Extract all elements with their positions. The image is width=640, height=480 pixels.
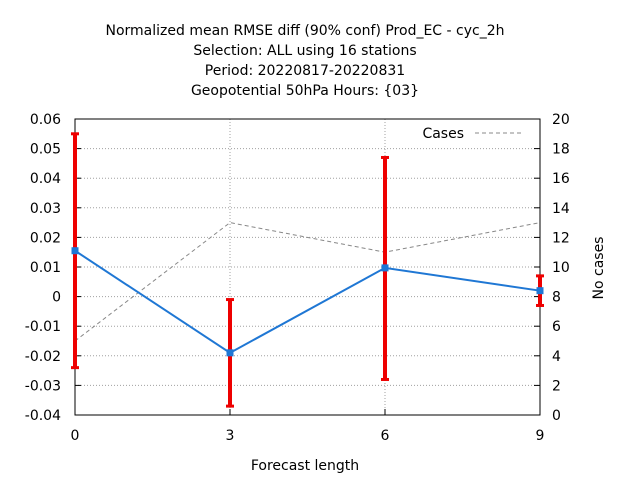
cases-line — [74, 222, 541, 342]
data-point — [381, 264, 389, 272]
y-tick-label: -0.02 — [25, 349, 61, 365]
y2-tick-label: 6 — [552, 319, 561, 335]
y-axis-ticks: 0.06 0.05 0.04 0.03 0.02 0.01 0 -0.01 -0.02 -0.03… — [25, 112, 81, 424]
legend: Cases — [422, 126, 523, 142]
y2-tick-label: 8 — [552, 290, 561, 306]
y-tick-label: 0.02 — [30, 230, 61, 246]
y2-tick-label: 12 — [552, 230, 570, 246]
x-tick-label: 9 — [536, 428, 545, 444]
data-point — [226, 349, 234, 357]
x-axis-ticks: 0 3 6 9 — [71, 409, 545, 444]
y-tick-label: 0.01 — [30, 260, 61, 276]
y-tick-label: 0.03 — [30, 201, 61, 217]
y-tick-label: 0 — [52, 290, 61, 306]
y-tick-label: -0.03 — [25, 378, 61, 394]
y-tick-label: 0.04 — [30, 171, 61, 187]
y-tick-label: -0.04 — [25, 408, 61, 424]
y2-tick-label: 4 — [552, 349, 561, 365]
x-axis-label: Forecast length — [251, 458, 359, 474]
chart-title: Normalized mean RMSE diff (90% conf) Pro… — [106, 23, 505, 99]
legend-label-cases: Cases — [422, 126, 464, 142]
data-point — [71, 247, 79, 255]
rmse-diff-line — [74, 249, 541, 355]
y-tick-label: 0.06 — [30, 112, 61, 128]
error-bars — [71, 132, 544, 408]
data-point — [536, 287, 544, 295]
title-line-4: Geopotential 50hPa Hours: {03} — [191, 83, 419, 99]
y2-tick-label: 10 — [552, 260, 570, 276]
title-line-3: Period: 20220817-20220831 — [205, 63, 405, 79]
y-tick-label: -0.01 — [25, 319, 61, 335]
rmse-diff-series — [71, 247, 544, 357]
y2-axis-label: No cases — [591, 237, 607, 300]
y2-tick-label: 14 — [552, 201, 570, 217]
y-tick-label: 0.05 — [30, 142, 61, 158]
y2-tick-label: 20 — [552, 112, 570, 128]
x-tick-label: 3 — [226, 428, 235, 444]
cases-series — [74, 222, 541, 342]
title-line-2: Selection: ALL using 16 stations — [193, 43, 416, 59]
x-tick-label: 0 — [71, 428, 80, 444]
y2-tick-label: 18 — [552, 142, 570, 158]
title-line-1: Normalized mean RMSE diff (90% conf) Pro… — [106, 23, 505, 39]
x-tick-label: 6 — [381, 428, 390, 444]
y2-tick-label: 0 — [552, 408, 561, 424]
y2-tick-label: 2 — [552, 378, 561, 394]
y2-tick-label: 16 — [552, 171, 570, 187]
grid — [75, 119, 540, 415]
